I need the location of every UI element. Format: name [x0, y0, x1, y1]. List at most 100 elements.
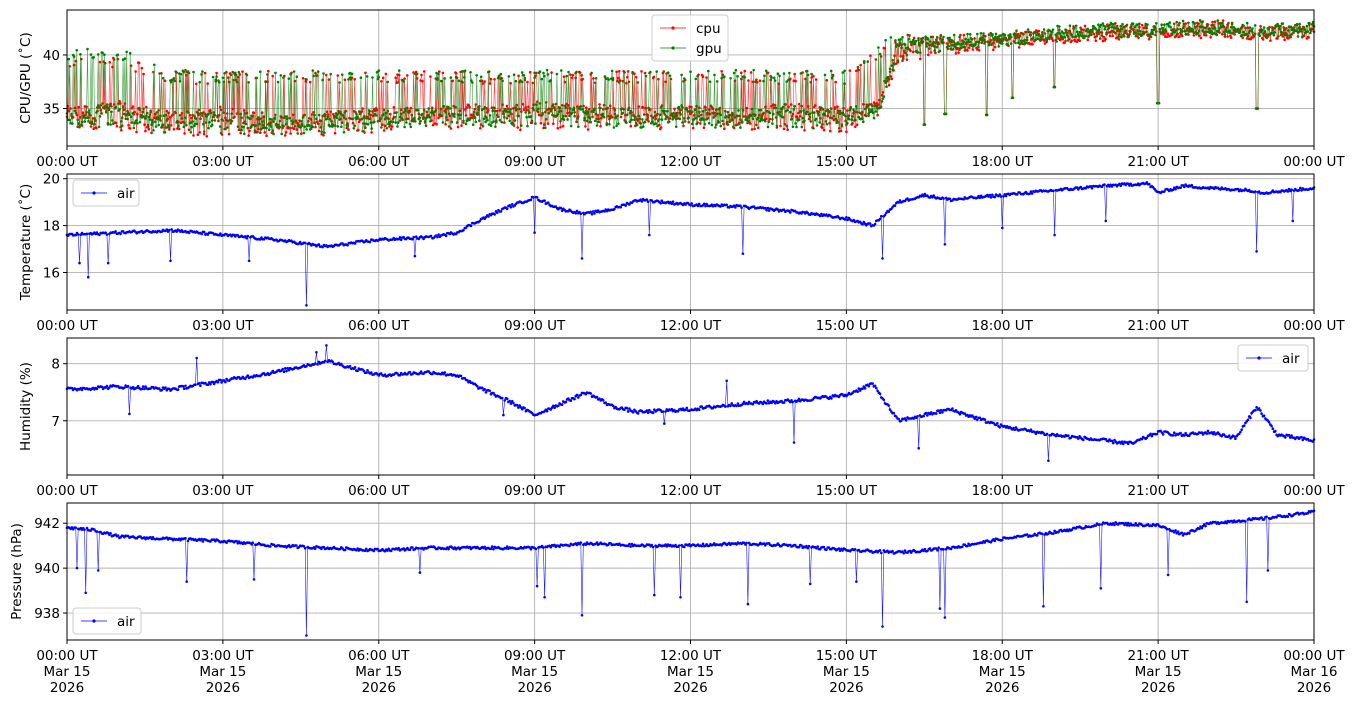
data-point: [143, 387, 146, 391]
data-point: [568, 114, 571, 117]
data-point: [349, 78, 353, 81]
data-point: [83, 120, 87, 123]
data-point: [1055, 40, 1058, 43]
data-point: [450, 120, 454, 124]
data-point: [747, 116, 750, 119]
data-point: [631, 70, 634, 74]
data-point: [671, 200, 675, 203]
data-point: [165, 109, 169, 113]
data-point: [887, 210, 891, 214]
data-point: [565, 74, 568, 78]
data-point: [294, 119, 298, 122]
data-point: [1199, 25, 1203, 29]
data-point: [398, 119, 402, 122]
data-point: [705, 118, 708, 121]
data-point: [951, 407, 954, 410]
data-point: [1148, 35, 1152, 38]
data-point: [106, 123, 110, 126]
data-point: [219, 108, 223, 112]
data-point: [1143, 31, 1147, 34]
data-point: [525, 115, 528, 119]
data-point: [585, 119, 589, 123]
data-point: [293, 125, 297, 128]
data-point: [1033, 31, 1037, 34]
x-tick-label: 21:00 UT: [1127, 154, 1189, 170]
data-point: [1123, 29, 1127, 33]
data-point: [814, 117, 818, 121]
data-point: [659, 126, 663, 129]
data-point: [316, 363, 319, 366]
data-point: [929, 51, 933, 54]
data-point: [965, 41, 968, 44]
data-point: [1269, 39, 1272, 42]
data-point: [441, 121, 445, 124]
data-point: [1074, 24, 1078, 28]
data-point: [680, 73, 683, 77]
data-point: [732, 71, 736, 75]
data-point: [422, 117, 425, 121]
data-point: [632, 113, 635, 117]
x-tick-label: 00:00 UT: [1283, 483, 1345, 499]
data-point: [905, 53, 909, 57]
data-point: [79, 53, 82, 56]
data-point: [1278, 28, 1282, 31]
data-point: [78, 125, 81, 129]
data-point: [693, 108, 697, 111]
data-point: [292, 70, 296, 73]
data-point: [351, 117, 355, 121]
data-point: [779, 124, 782, 128]
data-point: [320, 130, 324, 134]
data-point: [314, 71, 317, 75]
data-point: [562, 75, 566, 78]
data-point: [429, 234, 433, 238]
data-point: [1270, 424, 1273, 428]
data-point: [514, 79, 518, 83]
data-point: [1244, 26, 1247, 30]
data-point: [526, 80, 529, 84]
data-point: [303, 241, 307, 245]
data-point: [710, 123, 714, 127]
data-point: [740, 77, 743, 81]
data-point: [241, 70, 244, 73]
data-point: [498, 118, 502, 122]
data-point: [878, 217, 882, 221]
data-point: [383, 117, 387, 121]
data-point: [86, 275, 90, 279]
data-point: [889, 36, 893, 39]
data-point: [173, 79, 177, 83]
data-point: [190, 125, 193, 129]
data-point: [488, 389, 492, 393]
data-point: [666, 109, 669, 113]
data-point: [404, 109, 407, 113]
data-point: [685, 108, 689, 111]
data-point: [167, 123, 170, 127]
data-point: [1017, 36, 1021, 39]
data-point: [202, 132, 206, 136]
data-point: [569, 399, 573, 403]
data-point: [505, 397, 509, 401]
data-point: [363, 115, 366, 118]
data-point: [966, 32, 969, 36]
data-point: [761, 118, 764, 122]
data-point: [370, 127, 373, 130]
data-point: [96, 106, 99, 109]
data-point: [421, 112, 424, 116]
data-point: [1114, 21, 1117, 25]
data-point: [847, 117, 851, 121]
data-point: [1138, 22, 1141, 26]
data-point: [954, 52, 958, 55]
data-point: [1008, 36, 1011, 39]
data-point: [308, 124, 311, 127]
data-point: [1043, 42, 1047, 45]
data-point: [954, 46, 958, 49]
data-point: [451, 79, 455, 83]
data-point: [243, 109, 246, 112]
data-point: [411, 237, 414, 241]
data-point: [805, 69, 808, 73]
data-point: [852, 108, 855, 111]
data-point: [1067, 434, 1070, 437]
data-point: [729, 404, 732, 408]
data-point: [724, 405, 727, 408]
data-point: [472, 110, 476, 114]
data-point: [1207, 27, 1211, 31]
